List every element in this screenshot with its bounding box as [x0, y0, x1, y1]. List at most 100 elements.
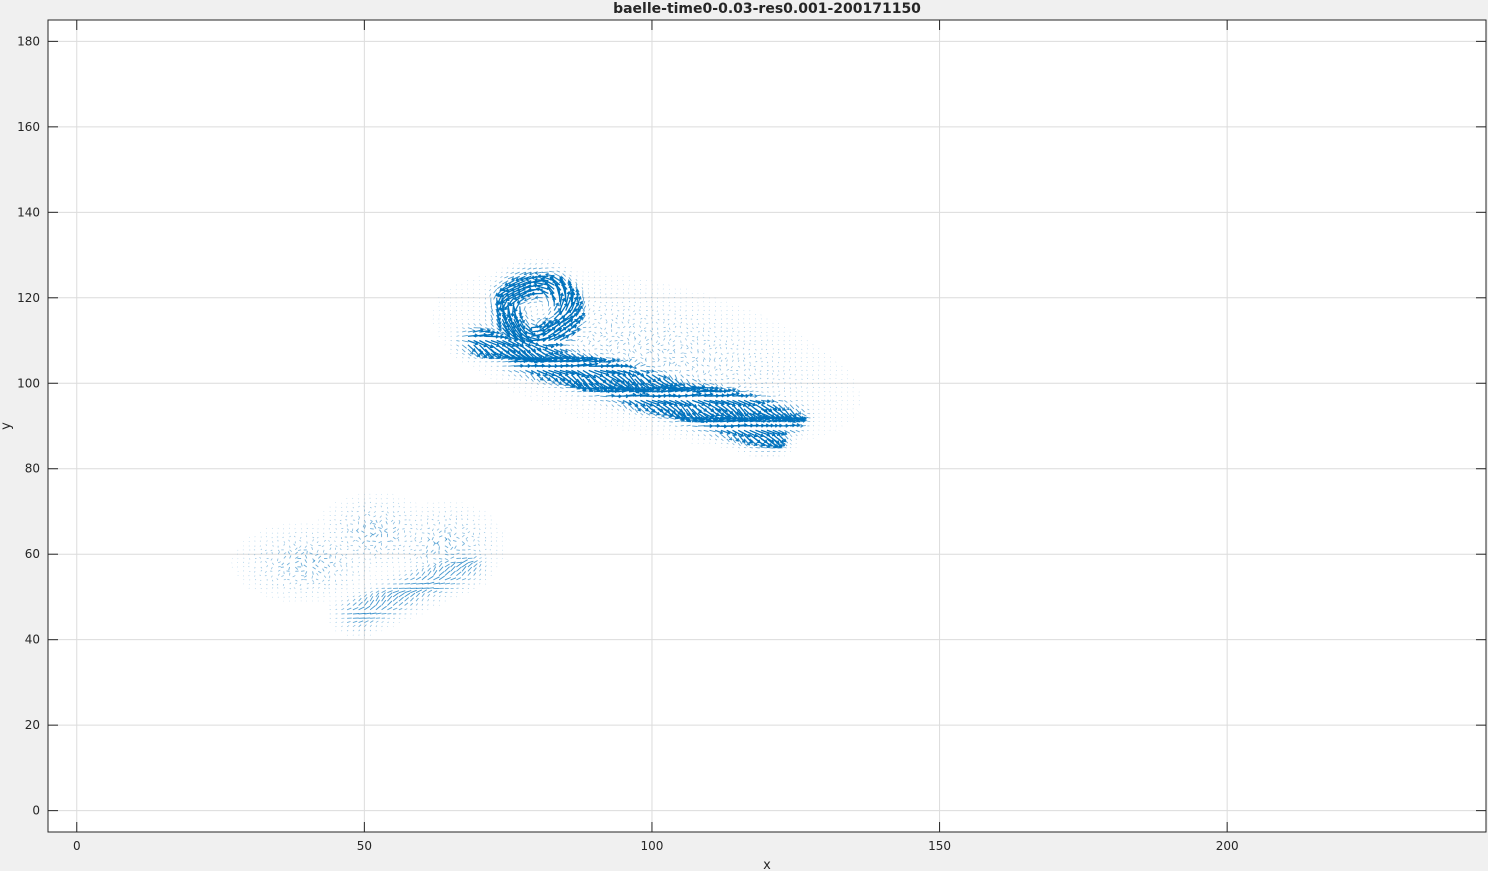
quiver-arrow [547, 286, 555, 299]
quiver-arrow [425, 549, 429, 554]
quiver-arrow [703, 348, 705, 352]
quiver-arrow [317, 536, 319, 539]
quiver-arrow [461, 314, 463, 316]
quiver-arrow [414, 519, 417, 522]
quiver-arrow [703, 373, 707, 376]
quiver-arrow [702, 318, 704, 320]
quiver-arrow [708, 313, 710, 316]
quiver-arrow [484, 306, 487, 309]
quiver-arrow [450, 344, 452, 346]
quiver-arrow [634, 393, 649, 397]
quiver-arrow [415, 568, 419, 572]
quiver-arrow [726, 330, 728, 333]
quiver-arrow [259, 557, 262, 559]
quiver-arrow [496, 357, 504, 359]
quiver-arrow [695, 359, 699, 363]
quiver-arrow [421, 511, 423, 513]
quiver-arrow [556, 270, 561, 273]
quiver-arrow [346, 625, 350, 628]
quiver-arrow [754, 340, 756, 342]
quiver-arrow [536, 318, 542, 324]
quiver-arrowhead [501, 312, 507, 317]
quiver-arrow [455, 522, 457, 525]
quiver-arrow [686, 335, 689, 337]
quiver-arrow [379, 519, 382, 523]
quiver-arrow [685, 301, 687, 303]
quiver-arrow [375, 561, 378, 564]
quiver-arrow [335, 604, 337, 606]
quiver-arrow [667, 323, 670, 326]
quiver-arrowhead [510, 288, 515, 292]
quiver-arrow [663, 357, 667, 359]
quiver-arrow [657, 357, 660, 361]
quiver-arrowhead [510, 313, 515, 317]
quiver-arrowhead [642, 403, 646, 407]
quiver-arrow [433, 541, 437, 545]
quiver-arrowhead [474, 341, 479, 346]
quiver-arrow [571, 369, 585, 377]
quiver-arrow [398, 544, 402, 547]
quiver-arrow [339, 558, 342, 561]
quiver-arrow [743, 438, 750, 446]
quiver-arrow [479, 357, 484, 360]
quiver-arrow [632, 323, 635, 325]
quiver-arrow [725, 340, 728, 343]
quiver-arrow [473, 296, 475, 299]
quiver-arrow [650, 306, 653, 308]
quiver-arrow [702, 334, 704, 337]
quiver-arrow [644, 336, 647, 339]
quiver-arrow [592, 310, 595, 312]
quiver-arrow [392, 526, 397, 530]
quiver-arrow [738, 365, 741, 368]
quiver-arrow [341, 599, 343, 602]
quiver-arrow [295, 531, 297, 534]
quiver-arrow [801, 412, 807, 417]
quiver-arrow [502, 284, 515, 291]
quiver-arrow [530, 374, 536, 381]
quiver-arrow [535, 263, 538, 265]
quiver-arrow [674, 420, 680, 423]
quiver-arrow [674, 363, 677, 367]
quiver-arrow [737, 434, 746, 443]
quiver-arrow [731, 339, 733, 341]
quiver-arrow [272, 562, 274, 566]
quiver-arrow [387, 548, 390, 551]
quiver-arrow [461, 543, 465, 547]
quiver-arrow [766, 446, 774, 449]
quiver-arrow [450, 348, 452, 350]
quiver-arrow [381, 612, 387, 615]
quiver-arrow [559, 369, 575, 375]
quiver-arrow [377, 527, 382, 530]
y-tick-label: 100 [17, 376, 40, 390]
quiver-arrow [663, 313, 665, 316]
quiver-arrow [575, 281, 578, 286]
quiver-arrow [628, 325, 632, 328]
quiver-arrowhead [579, 316, 584, 321]
quiver-arrow [462, 557, 468, 559]
quiver-arrow [679, 314, 681, 317]
quiver-arrow [351, 561, 354, 563]
quiver-arrow [738, 390, 745, 393]
quiver-arrow [392, 505, 395, 508]
quiver-arrow [299, 545, 302, 548]
quiver-arrow [611, 318, 614, 322]
quiver-arrow [622, 309, 625, 311]
quiver-arrow [726, 392, 739, 397]
quiver-arrowhead [759, 443, 763, 448]
quiver-arrow [807, 391, 809, 393]
quiver-arrow [385, 513, 388, 516]
quiver-arrow [490, 523, 492, 525]
quiver-arrow [298, 549, 302, 551]
quiver-arrow [287, 579, 290, 581]
quiver-arrow [755, 383, 757, 386]
quiver-arrow [398, 521, 401, 525]
quiver-arrowhead [494, 303, 500, 307]
quiver-arrow [404, 573, 407, 576]
quiver-arrow [369, 596, 374, 602]
quiver-arrow [783, 404, 790, 411]
quiver-arrow [737, 383, 740, 386]
quiver-arrow [501, 271, 503, 273]
axes-box [47, 19, 1487, 833]
quiver-arrow [358, 505, 360, 508]
quiver-arrow [339, 522, 342, 525]
